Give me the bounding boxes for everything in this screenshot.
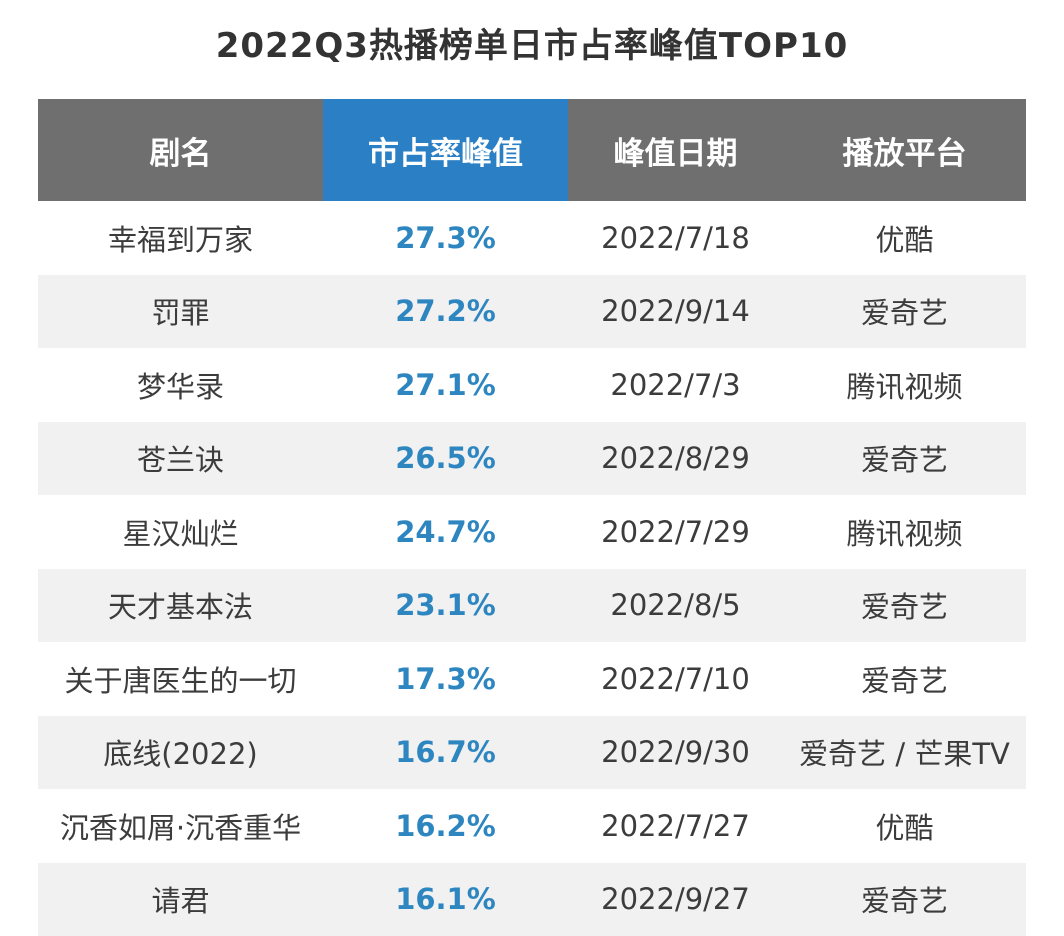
cell-peak-date: 2022/7/27 bbox=[568, 789, 783, 863]
cell-peak-date: 2022/9/30 bbox=[568, 716, 783, 790]
cell-drama-name: 请君 bbox=[38, 863, 323, 936]
cell-platform: 爱奇艺 bbox=[783, 863, 1026, 936]
header-platform: 播放平台 bbox=[783, 99, 1026, 201]
chart-title: 2022Q3热播榜单日市占率峰值TOP10 bbox=[0, 18, 1064, 67]
cell-peak-date: 2022/7/3 bbox=[568, 348, 783, 422]
cell-peak-date: 2022/9/27 bbox=[568, 863, 783, 936]
header-drama-name: 剧名 bbox=[38, 99, 323, 201]
cell-peak-date: 2022/8/5 bbox=[568, 569, 783, 643]
cell-platform: 腾讯视频 bbox=[783, 348, 1026, 422]
cell-platform: 爱奇艺 bbox=[783, 569, 1026, 643]
cell-platform: 优酷 bbox=[783, 201, 1026, 275]
cell-drama-name: 梦华录 bbox=[38, 348, 323, 422]
cell-drama-name: 底线(2022) bbox=[38, 716, 323, 790]
table-header: 剧名 市占率峰值 峰值日期 播放平台 bbox=[38, 99, 1026, 201]
cell-platform: 腾讯视频 bbox=[783, 495, 1026, 569]
cell-market-share: 27.2% bbox=[323, 275, 568, 349]
cell-peak-date: 2022/9/14 bbox=[568, 275, 783, 349]
cell-market-share: 27.3% bbox=[323, 201, 568, 275]
cell-peak-date: 2022/7/10 bbox=[568, 642, 783, 716]
cell-peak-date: 2022/8/29 bbox=[568, 422, 783, 496]
cell-drama-name: 苍兰诀 bbox=[38, 422, 323, 496]
header-peak-date: 峰值日期 bbox=[568, 99, 783, 201]
cell-platform: 爱奇艺 / 芒果TV bbox=[783, 716, 1026, 790]
cell-market-share: 23.1% bbox=[323, 569, 568, 643]
cell-drama-name: 罚罪 bbox=[38, 275, 323, 349]
cell-market-share: 16.1% bbox=[323, 863, 568, 936]
cell-drama-name: 幸福到万家 bbox=[38, 201, 323, 275]
cell-drama-name: 沉香如屑·沉香重华 bbox=[38, 789, 323, 863]
cell-drama-name: 关于唐医生的一切 bbox=[38, 642, 323, 716]
cell-market-share: 24.7% bbox=[323, 495, 568, 569]
cell-market-share: 26.5% bbox=[323, 422, 568, 496]
header-market-share-peak: 市占率峰值 bbox=[323, 99, 568, 201]
cell-platform: 爱奇艺 bbox=[783, 642, 1026, 716]
cell-platform: 爱奇艺 bbox=[783, 275, 1026, 349]
cell-market-share: 27.1% bbox=[323, 348, 568, 422]
cell-peak-date: 2022/7/18 bbox=[568, 201, 783, 275]
cell-drama-name: 星汉灿烂 bbox=[38, 495, 323, 569]
cell-market-share: 16.2% bbox=[323, 789, 568, 863]
cell-drama-name: 天才基本法 bbox=[38, 569, 323, 643]
cell-platform: 优酷 bbox=[783, 789, 1026, 863]
cell-market-share: 16.7% bbox=[323, 716, 568, 790]
cell-peak-date: 2022/7/29 bbox=[568, 495, 783, 569]
cell-market-share: 17.3% bbox=[323, 642, 568, 716]
cell-platform: 爱奇艺 bbox=[783, 422, 1026, 496]
